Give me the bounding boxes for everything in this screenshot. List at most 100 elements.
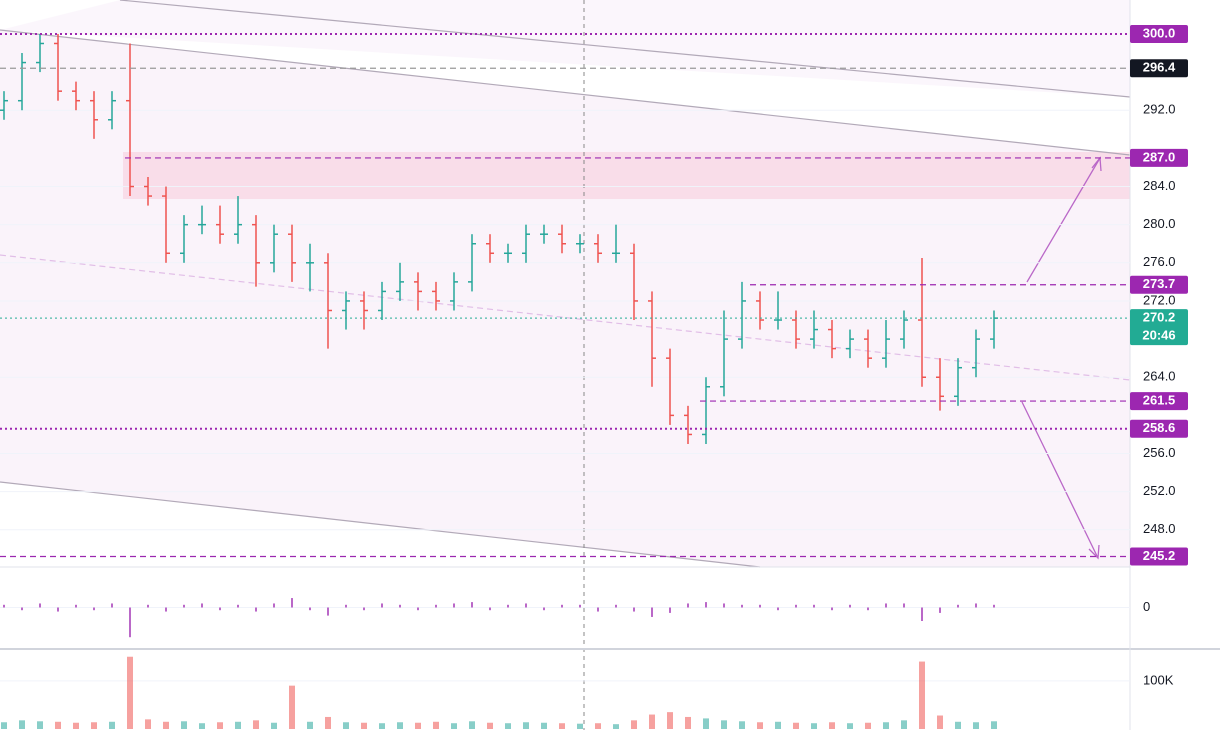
osc-bar — [993, 604, 995, 608]
volume-bar — [865, 722, 871, 729]
osc-bar — [255, 607, 257, 612]
volume-bar — [505, 723, 511, 729]
osc-bar — [309, 607, 311, 611]
level-label: 300.0 — [1143, 25, 1176, 40]
y-tick-label: 272.0 — [1143, 292, 1176, 307]
osc-bar — [57, 607, 59, 612]
volume-bar — [361, 722, 367, 729]
level-label-box — [1130, 275, 1188, 294]
volume-bar — [919, 661, 925, 729]
arrow — [1026, 157, 1101, 283]
volume-bar — [667, 712, 673, 729]
volume-bar — [1, 722, 7, 729]
trendline — [119, 0, 1131, 98]
volume-bar — [847, 723, 853, 729]
level-label-box — [1130, 59, 1188, 78]
volume-bar — [145, 719, 151, 729]
osc-bar — [849, 604, 851, 608]
osc-bar — [489, 607, 491, 611]
osc-bar — [453, 603, 455, 608]
osc-bar — [165, 607, 167, 612]
volume-bar — [235, 721, 241, 729]
osc-bar — [327, 607, 329, 616]
osc-bar — [435, 604, 437, 608]
volume-bar — [973, 722, 979, 729]
osc-bar — [651, 607, 653, 617]
osc-bar — [183, 604, 185, 608]
osc-bar — [597, 607, 599, 612]
osc-bar — [273, 603, 275, 608]
osc-bar — [291, 598, 293, 608]
volume-bar — [955, 721, 961, 729]
osc-bar — [741, 604, 743, 608]
volume-bar — [181, 721, 187, 729]
osc-bar — [633, 607, 635, 612]
volume-bar — [577, 723, 583, 729]
volume-bar — [109, 721, 115, 729]
volume-bar — [901, 720, 907, 729]
level-label: 258.6 — [1143, 420, 1176, 435]
osc-bar — [201, 603, 203, 608]
y-tick-label: 248.0 — [1143, 521, 1176, 536]
volume-bar — [199, 723, 205, 729]
countdown-label: 20:46 — [1142, 328, 1175, 343]
osc-bar — [669, 607, 671, 613]
volume-bar — [37, 721, 43, 729]
osc-tick-label: 0 — [1143, 599, 1150, 614]
volume-bar — [73, 722, 79, 729]
volume-bar — [613, 724, 619, 729]
volume-bar — [595, 723, 601, 729]
volume-bar — [937, 715, 943, 729]
osc-bar — [525, 603, 527, 608]
osc-bar — [417, 607, 419, 611]
volume-bar — [541, 722, 547, 729]
volume-bar — [793, 722, 799, 729]
volume-bar — [127, 656, 133, 729]
osc-bar — [399, 604, 401, 608]
vol-tick-label: 100K — [1143, 672, 1174, 687]
arrow-head — [1088, 544, 1100, 560]
osc-bar — [561, 604, 563, 608]
osc-bar — [831, 607, 833, 611]
volume-bar — [415, 722, 421, 729]
osc-bar — [129, 607, 131, 638]
volume-bar — [757, 722, 763, 729]
level-label: 287.0 — [1143, 149, 1176, 164]
osc-bar — [3, 604, 5, 608]
volume-bar — [271, 722, 277, 729]
volume-bar — [631, 720, 637, 729]
level-label-box — [1130, 419, 1188, 438]
osc-bar — [147, 604, 149, 608]
osc-bar — [705, 602, 707, 608]
osc-bar — [579, 604, 581, 608]
osc-bar — [237, 604, 239, 608]
volume-bar — [397, 722, 403, 729]
volume-bar — [685, 716, 691, 729]
osc-bar — [759, 604, 761, 608]
osc-bar — [723, 603, 725, 608]
osc-bar — [813, 604, 815, 608]
osc-bar — [111, 603, 113, 608]
osc-bar — [471, 602, 473, 608]
y-tick-label: 292.0 — [1143, 102, 1176, 117]
osc-bar — [363, 607, 365, 611]
osc-bar — [921, 607, 923, 621]
volume-bar — [19, 720, 25, 729]
volume-bar — [739, 721, 745, 729]
osc-bar — [21, 607, 23, 611]
level-label: 261.5 — [1143, 393, 1176, 408]
volume-bar — [775, 721, 781, 729]
volume-bar — [451, 723, 457, 729]
volume-bar — [469, 721, 475, 729]
volume-bar — [325, 716, 331, 729]
y-tick-label: 252.0 — [1143, 483, 1176, 498]
osc-bar — [867, 607, 869, 611]
volume-bar — [991, 721, 997, 729]
osc-bar — [939, 607, 941, 613]
osc-bar — [93, 607, 95, 611]
y-tick-label: 276.0 — [1143, 254, 1176, 269]
volume-bar — [91, 722, 97, 729]
osc-bar — [885, 603, 887, 608]
osc-bar — [615, 604, 617, 608]
